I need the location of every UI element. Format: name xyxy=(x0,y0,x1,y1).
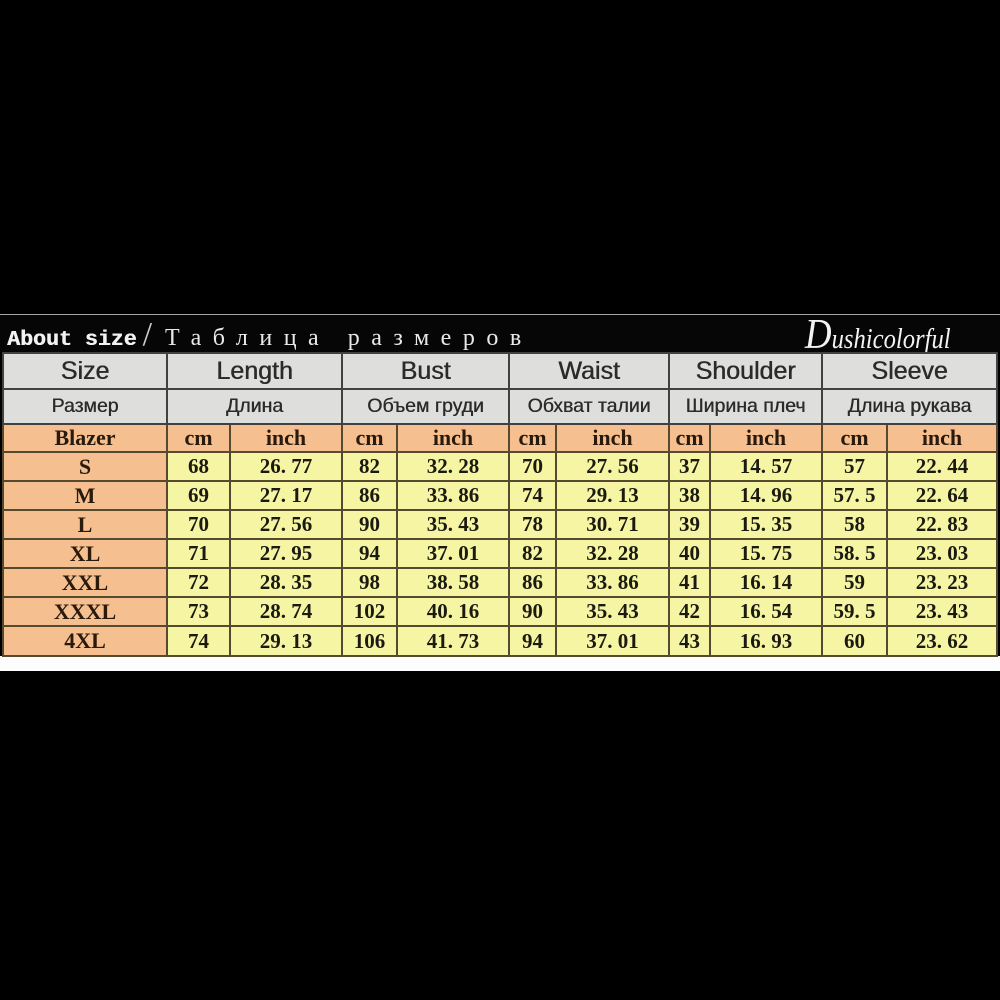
svg-text:Dushicolorful: Dushicolorful xyxy=(804,312,951,356)
